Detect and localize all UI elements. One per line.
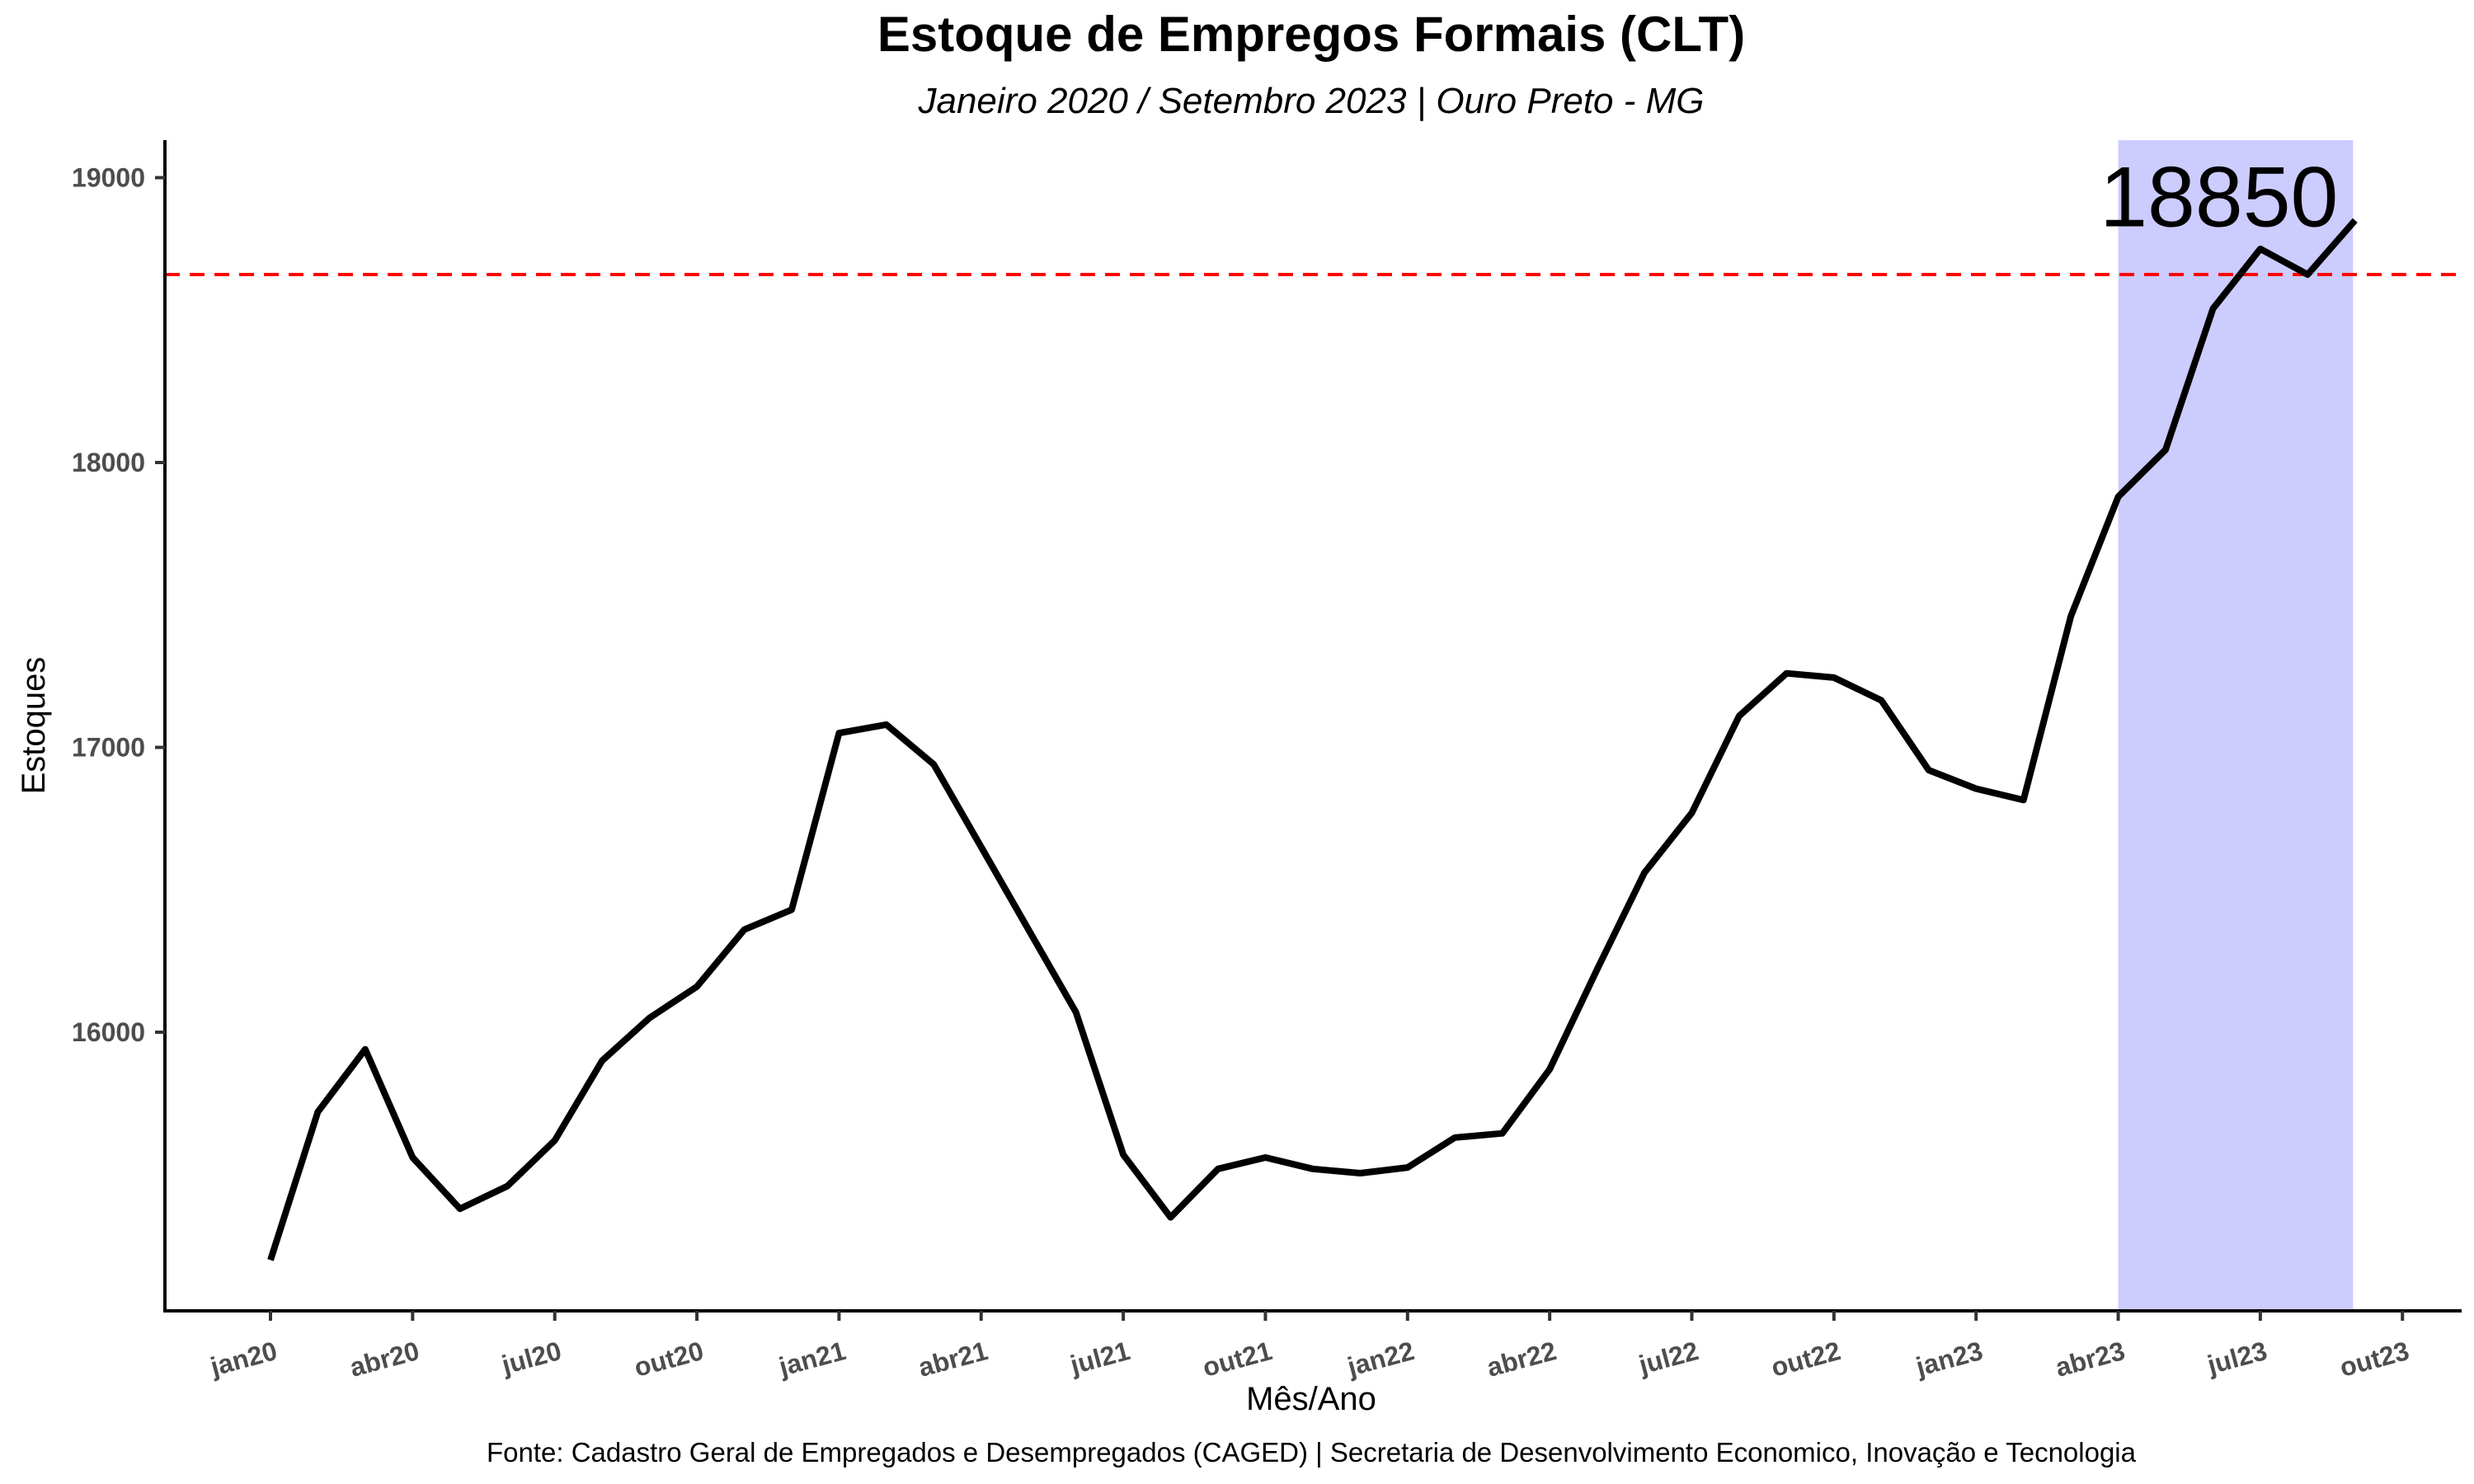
x-tick-label: jul23 [2204,1336,2270,1380]
x-tick-label: out21 [1200,1336,1276,1383]
x-tick-label: jan23 [1912,1336,1986,1382]
x-tick-label: jan20 [206,1336,280,1382]
chart-caption: Fonte: Cadastro Geral de Empregados e De… [487,1437,2137,1468]
plot-area: 18850 [165,140,2462,1311]
x-tick-label: jul20 [498,1336,565,1380]
x-tick-label: abr21 [915,1336,991,1383]
y-tick-label: 16000 [72,1017,145,1047]
x-tick-label: abr23 [2053,1336,2128,1383]
x-tick-label: out20 [631,1336,707,1383]
x-tick-label: jul22 [1635,1336,1702,1380]
x-tick-label: abr20 [346,1336,422,1383]
axes: 16000 17000 18000 19000 jan20 abr20 jul20 out2… [72,140,2462,1383]
x-tick-label: jan22 [1343,1336,1417,1382]
x-ticks: jan20 abr20 jul20 out20 jan21 abr21 jul21 out21… [206,1311,2412,1383]
x-tick-label: out22 [1768,1336,1844,1383]
y-tick-label: 19000 [72,163,145,193]
y-tick-label: 18000 [72,448,145,477]
x-tick-label: out23 [2336,1336,2412,1383]
highlight-band [2118,140,2354,1311]
series-line [267,218,2358,1261]
chart-title: Estoque de Empregos Formais (CLT) [877,7,1745,62]
x-tick-label: jul21 [1066,1336,1133,1380]
x-axis-label: Mês/Ano [1246,1381,1376,1417]
y-axis-label: Estoques [16,657,52,795]
y-tick-label: 17000 [72,733,145,763]
x-tick-label: jan21 [775,1336,849,1382]
chart-subtitle: Janeiro 2020 / Setembro 2023 | Ouro Pret… [917,81,1704,121]
y-ticks: 16000 17000 18000 19000 [72,163,165,1047]
x-tick-label: abr22 [1484,1336,1559,1383]
annotation-label: 18850 [2100,149,2338,245]
